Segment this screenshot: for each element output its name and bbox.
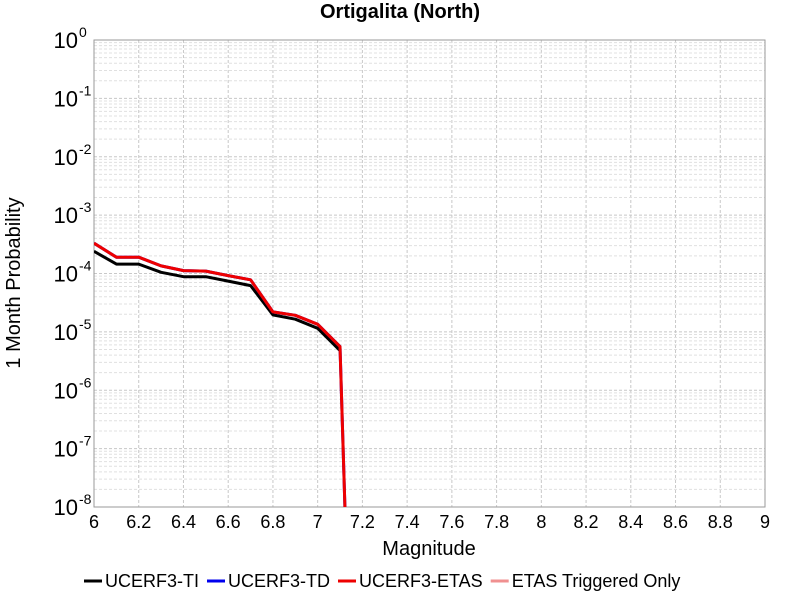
y-tick-base: 10: [54, 378, 78, 403]
plot-frame: [93, 39, 766, 508]
x-tick-label: 7.8: [484, 512, 509, 532]
legend-label-ucerf3-ti: UCERF3-TI: [105, 571, 199, 591]
y-tick-exponent: -5: [79, 316, 92, 332]
chart-title: Ortigalita (North): [320, 1, 480, 23]
y-tick-label: 10 -3: [54, 199, 92, 228]
y-tick-exponent: -3: [79, 199, 92, 215]
y-tick-label: 10 -1: [54, 82, 92, 111]
x-tick-label: 6.4: [171, 512, 196, 532]
x-tick-label: 9: [760, 512, 770, 532]
y-tick-base: 10: [54, 145, 78, 170]
y-tick-label: 10 -8: [54, 491, 92, 520]
y-tick-exponent: -8: [79, 491, 92, 507]
y-tick-exponent: -6: [79, 374, 92, 390]
x-tick-label: 6: [89, 512, 99, 532]
x-tick-label: 8: [536, 512, 546, 532]
y-tick-base: 10: [54, 320, 78, 345]
y-tick-base: 10: [54, 86, 78, 111]
x-tick-label: 7: [313, 512, 323, 532]
y-axis-label: 1 Month Probability: [3, 197, 25, 368]
y-tick-base: 10: [54, 28, 78, 53]
x-axis-label: Magnitude: [382, 538, 475, 560]
y-tick-label: 10 0: [54, 24, 87, 53]
y-tick-exponent: -1: [79, 82, 92, 98]
x-tick-label: 8.8: [708, 512, 733, 532]
y-tick-label: 10 -6: [54, 374, 92, 403]
series-line-ucerf3-ti: [94, 249, 342, 352]
legend: UCERF3-TI UCERF3-TD UCERF3-ETAS ETAS Trigge…: [84, 571, 680, 591]
x-tick-label: 6.8: [260, 512, 285, 532]
y-tick-label: 10 -4: [54, 258, 92, 287]
x-tick-label: 8.4: [618, 512, 643, 532]
y-tick-exponent: -2: [79, 141, 92, 157]
x-tick-label: 7.2: [350, 512, 375, 532]
x-tick-label: 6.2: [126, 512, 151, 532]
y-tick-base: 10: [54, 437, 78, 462]
legend-label-ucerf3-etas: UCERF3-ETAS: [359, 571, 483, 591]
y-tick-label: 10 -7: [54, 433, 92, 462]
x-tick-label: 6.6: [216, 512, 241, 532]
y-tick-base: 10: [54, 495, 78, 520]
x-tick-label: 7.4: [395, 512, 420, 532]
grid: [94, 40, 765, 507]
x-tick-label: 8.2: [574, 512, 599, 532]
y-tick-base: 10: [54, 262, 78, 287]
series-layer: [94, 241, 347, 507]
y-tick-label: 10 -2: [54, 141, 92, 170]
series-line-ucerf3-etas: [94, 241, 347, 507]
y-tick-exponent: 0: [79, 24, 87, 40]
x-tick-labels: 6 6.2 6.4 6.6 6.8 7 7.2 7.4 7.6 7.8 8 8.2 8.4 8.6 8.8 9: [89, 512, 770, 532]
x-tick-label: 8.6: [663, 512, 688, 532]
y-tick-base: 10: [54, 203, 78, 228]
y-tick-label: 10 -5: [54, 316, 92, 345]
legend-label-ucerf3-td: UCERF3-TD: [228, 571, 330, 591]
legend-label-etas-triggered-only: ETAS Triggered Only: [512, 571, 681, 591]
x-tick-label: 7.6: [439, 512, 464, 532]
y-tick-exponent: -4: [79, 258, 92, 274]
y-tick-exponent: -7: [79, 433, 92, 449]
